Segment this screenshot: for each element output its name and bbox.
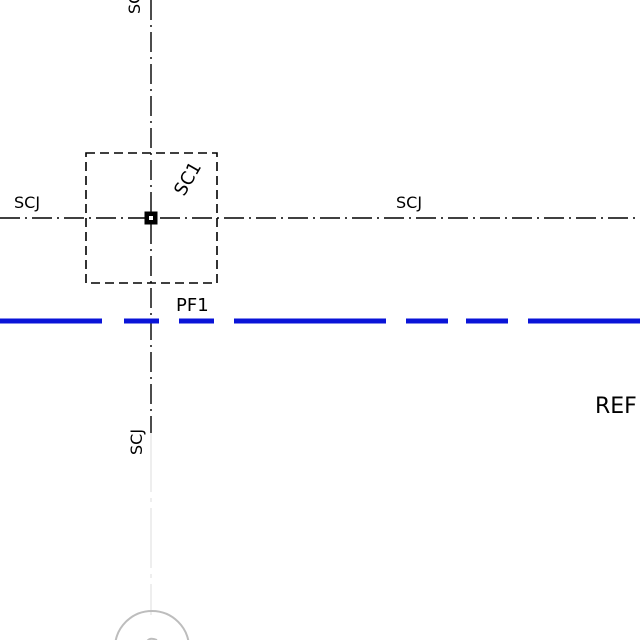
grid-bubble[interactable] bbox=[114, 610, 190, 640]
footing-outline[interactable] bbox=[85, 152, 218, 284]
label-footing: PF1 bbox=[176, 295, 209, 316]
label-left-horizontal: SCJ bbox=[14, 193, 40, 212]
column-node-center bbox=[149, 216, 153, 220]
label-column: SC1 bbox=[170, 158, 206, 199]
label-top-vertical: SCJ bbox=[125, 0, 144, 14]
label-right-horizontal: SCJ bbox=[396, 193, 422, 212]
grid-bubble-glyph bbox=[146, 637, 158, 640]
label-reference: REF bbox=[595, 394, 637, 419]
label-bottom-vertical: SCJ bbox=[127, 429, 146, 455]
